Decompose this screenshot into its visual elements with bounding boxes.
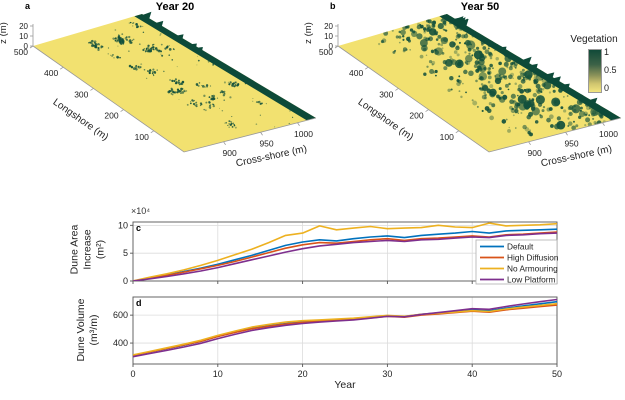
x-tick-label: 50 xyxy=(552,369,562,379)
colorbar-title: Vegetation xyxy=(570,34,618,45)
colorbar-tick-1: 1 xyxy=(604,47,610,57)
panel-b-letter: b xyxy=(330,1,336,11)
longshore-axis-label: Longshore (m) xyxy=(356,97,416,143)
panel-a-title: Year 20 xyxy=(155,1,195,13)
longshore-tick-label: 300 xyxy=(379,89,393,99)
chart-panel-d: 400 600 0 10 20 30 40 50 xyxy=(113,296,562,379)
sand-surface xyxy=(338,14,621,152)
axes-box xyxy=(132,296,558,365)
series-line-default xyxy=(133,300,557,357)
sand-surface xyxy=(33,14,316,152)
x-tick-label: 30 xyxy=(382,369,392,379)
x-tick-label: 10 xyxy=(213,369,223,379)
surface-axes-edges xyxy=(32,45,317,153)
cross-shore-tick-label: 950 xyxy=(259,138,273,148)
z-tick-label: 20 xyxy=(19,22,28,31)
dune-crest-bump xyxy=(558,83,570,91)
dune-crest-bump xyxy=(495,46,507,54)
x-tick-label: 40 xyxy=(467,369,477,379)
dune-crest-bump xyxy=(172,34,184,43)
dune-crest-bump xyxy=(185,43,197,51)
z-tick-label: 20 xyxy=(324,22,333,31)
panel-b-title: Year 50 xyxy=(460,1,500,13)
cross-shore-tick-label: 1000 xyxy=(599,129,618,139)
colorbar-tick-05: 0.5 xyxy=(604,65,617,75)
chart-d-y-axis-label: Dune Volume (m³/m) xyxy=(75,270,101,390)
y-tick-label: 600 xyxy=(113,310,128,320)
colorbar-gradient xyxy=(588,49,602,93)
longshore-axis-label: Longshore (m) xyxy=(51,97,111,143)
longshore-tick-label: 100 xyxy=(135,132,149,142)
vegetation-speckles xyxy=(88,21,294,129)
y-tick-label: 0 xyxy=(123,276,128,286)
cross-shore-tick-label: 900 xyxy=(223,148,237,158)
z-tick-label: 0 xyxy=(24,42,29,51)
legend-label: No Armouring xyxy=(507,264,558,274)
colorbar-tick-0: 0 xyxy=(604,83,610,93)
dune-crest-bump xyxy=(526,63,538,72)
longshore-tick-label: 500 xyxy=(319,47,333,57)
cross-shore-tick-label: 1000 xyxy=(294,129,313,139)
series-line-low-platform xyxy=(133,298,557,358)
series-line-high-diffusion xyxy=(133,304,557,356)
z-tick-label: 0 xyxy=(329,42,334,51)
series-line-no-armouring xyxy=(133,302,557,356)
dune-crest-bump xyxy=(138,11,152,23)
y-tick-label: 10 xyxy=(118,220,128,230)
chart-d-ylabel-line2: (m³/m) xyxy=(88,314,100,346)
longshore-tick-label: 400 xyxy=(44,68,58,78)
dune-crest-bump xyxy=(151,20,164,30)
legend-label: Low Platform xyxy=(507,275,556,285)
panel-c-letter: c xyxy=(136,223,142,233)
panel-d-letter: d xyxy=(136,298,142,308)
longshore-tick-label: 200 xyxy=(104,111,118,121)
z-tick-label: 10 xyxy=(324,32,333,41)
panel-a-letter: a xyxy=(25,1,31,11)
y-tick-label: 400 xyxy=(113,338,128,348)
longshore-tick-label: 200 xyxy=(409,111,423,121)
dune-crest-bump xyxy=(518,59,530,68)
dune-crest-bump xyxy=(584,97,598,107)
cross-shore-tick-label: 950 xyxy=(564,138,578,148)
surface-axes-edges xyxy=(337,45,622,153)
series-line-low-platform xyxy=(133,232,557,281)
longshore-tick-label: 400 xyxy=(349,68,363,78)
longshore-tick-label: 100 xyxy=(440,132,454,142)
longshore-tick-label: 500 xyxy=(14,47,28,57)
x-axis-label-year: Year xyxy=(334,379,356,391)
dune-crest-bump xyxy=(455,18,468,29)
cross-shore-tick-label: 900 xyxy=(528,148,542,158)
chart-d-ylabel-line1: Dune Volume xyxy=(75,298,87,362)
z-tick-label: 10 xyxy=(19,32,28,41)
legend-label: Default xyxy=(507,242,534,252)
x-tick-label: 20 xyxy=(298,369,308,379)
dune-crest-bump xyxy=(548,76,561,86)
legend-label: High Diffusion xyxy=(507,253,559,263)
series-line-no-armouring xyxy=(133,222,557,281)
z-axis-label: z (m) xyxy=(0,22,9,44)
x-tick-label: 0 xyxy=(130,369,135,379)
chart-c-y-multiplier: ×10⁴ xyxy=(131,206,151,216)
y-tick-label: 5 xyxy=(123,248,128,258)
z-axis-label: z (m) xyxy=(303,22,314,44)
longshore-tick-label: 300 xyxy=(74,89,88,99)
